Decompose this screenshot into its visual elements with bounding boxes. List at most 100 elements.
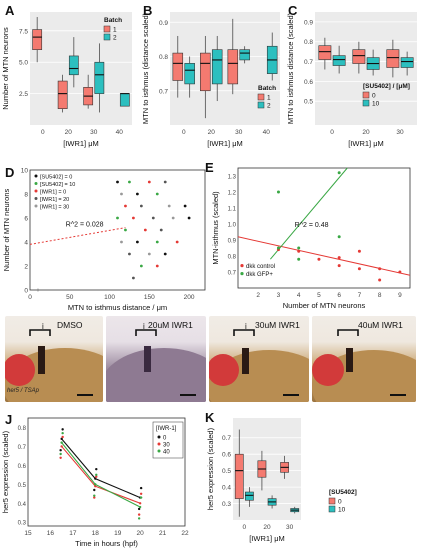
box-10 <box>245 491 254 501</box>
data-point <box>155 264 159 268</box>
legend-swatch <box>362 91 370 99</box>
legend-label: dkk GFP+ <box>246 272 273 278</box>
y-tick-label: 0.4 <box>18 502 27 508</box>
x-tick-label: 7 <box>358 292 362 299</box>
data-point <box>59 452 62 456</box>
x-tick-label: 100 <box>104 294 115 301</box>
y-tick-label: 0.6 <box>304 79 313 86</box>
photo-g-marker: i <box>143 322 145 331</box>
photo-f-stain-label: her5 / TSAp <box>7 388 40 394</box>
panel-label-c: C <box>288 3 298 18</box>
data-point <box>163 180 167 184</box>
data-point <box>61 435 64 439</box>
photo-g-title: 20uM IWR1 <box>148 320 193 330</box>
y-axis-title: MTN to isthmus distance (scaled) <box>286 12 295 124</box>
legend-label: 0 <box>338 499 342 506</box>
y-tick-label: 0.7 <box>18 445 27 451</box>
x-tick-label: 18 <box>92 530 100 537</box>
plot-area <box>30 12 132 125</box>
x-tick-label: 20 <box>137 530 145 537</box>
scale-bar <box>390 394 406 396</box>
y-axis-title: Number of MTN neurons <box>1 27 10 110</box>
data-point <box>398 270 402 274</box>
data-point <box>93 488 96 492</box>
legend-title: [SU5402] <box>329 489 357 496</box>
box-1 <box>200 52 211 92</box>
embryo-h-image <box>209 329 309 402</box>
y-axis-title: MTN to isthmus (distance scaled) <box>141 12 150 124</box>
data-point <box>59 449 62 452</box>
x-axis-title: [IWR1] μM <box>207 139 243 148</box>
panel-label-d: D <box>5 165 15 180</box>
legend-marker <box>34 197 38 200</box>
box-1 <box>32 29 43 50</box>
y-tick-label: 0.5 <box>222 468 231 475</box>
data-point <box>171 216 175 220</box>
data-point <box>120 192 123 196</box>
legend-label: [SU5402] = 0 <box>40 175 72 181</box>
x-axis-title: [IWR1] μM <box>63 139 99 148</box>
y-tick-label: 6 <box>24 216 28 223</box>
data-point <box>163 252 167 256</box>
data-point <box>159 228 163 232</box>
data-point <box>132 216 135 220</box>
data-point <box>187 216 191 220</box>
y-tick-label: 0.9 <box>304 19 313 26</box>
legend-marker <box>240 264 244 268</box>
y-tick-label: 0.4 <box>222 485 231 492</box>
y-axis-title: MTN-isthmus (scaled) <box>211 191 220 265</box>
x-tick-label: 4 <box>297 292 301 299</box>
legend-swatch <box>257 101 265 109</box>
y-tick-label: 0.5 <box>18 483 27 489</box>
data-point <box>94 485 97 488</box>
data-point <box>59 456 62 459</box>
data-point <box>61 428 64 431</box>
legend-label: [SU5402] = 10 <box>40 182 75 188</box>
data-point <box>337 264 341 268</box>
y-tick-label: 0.7 <box>222 435 231 442</box>
legend-marker <box>34 204 38 208</box>
y-tick-label: 0.3 <box>18 521 27 527</box>
data-point <box>93 494 96 497</box>
legend-title: Batch <box>104 17 122 24</box>
y-tick-label: 0.8 <box>228 255 237 261</box>
y-tick-label: 0.8 <box>304 39 313 46</box>
legend-marker <box>157 449 161 453</box>
photo-f-title: DMSO <box>57 320 83 330</box>
y-tick-label: 0.7 <box>304 59 313 66</box>
data-point <box>317 257 321 261</box>
legend-marker <box>157 435 161 439</box>
y-tick-label: 0.6 <box>18 464 27 470</box>
x-tick-label: 30 <box>286 524 294 531</box>
panel-label-a: A <box>5 3 15 18</box>
x-tick-label: 9 <box>398 292 402 299</box>
box-1 <box>57 80 68 109</box>
x-tick-label: 0 <box>330 129 334 136</box>
data-point <box>147 252 151 256</box>
plot-area <box>315 12 417 125</box>
legend-label: 1 <box>113 27 117 34</box>
plot-area <box>233 418 301 520</box>
y-tick-label: 5.0 <box>19 60 28 67</box>
x-tick-label: 6 <box>337 292 341 299</box>
data-point <box>297 257 301 261</box>
x-tick-label: 22 <box>181 530 189 537</box>
x-tick-label: 20 <box>65 129 73 136</box>
data-point <box>95 473 98 477</box>
legend-marker <box>34 189 38 193</box>
x-tick-label: 17 <box>69 530 77 537</box>
legend-marker <box>157 442 161 446</box>
y-tick-label: 10 <box>21 168 29 175</box>
legend-swatch <box>103 25 111 33</box>
x-tick-label: 19 <box>114 530 122 537</box>
data-point <box>138 505 142 509</box>
embryo-i-image <box>312 329 416 402</box>
y-axis-title: her5 expression (scaled) <box>206 427 215 510</box>
y-tick-label: 1.0 <box>228 223 237 229</box>
legend-label: 1 <box>267 95 271 102</box>
data-point <box>155 192 159 196</box>
y-axis-title: Number of MTN neurons <box>2 188 11 271</box>
box-2 <box>119 93 130 107</box>
x-axis-title: [IWR1] μM <box>249 534 285 543</box>
